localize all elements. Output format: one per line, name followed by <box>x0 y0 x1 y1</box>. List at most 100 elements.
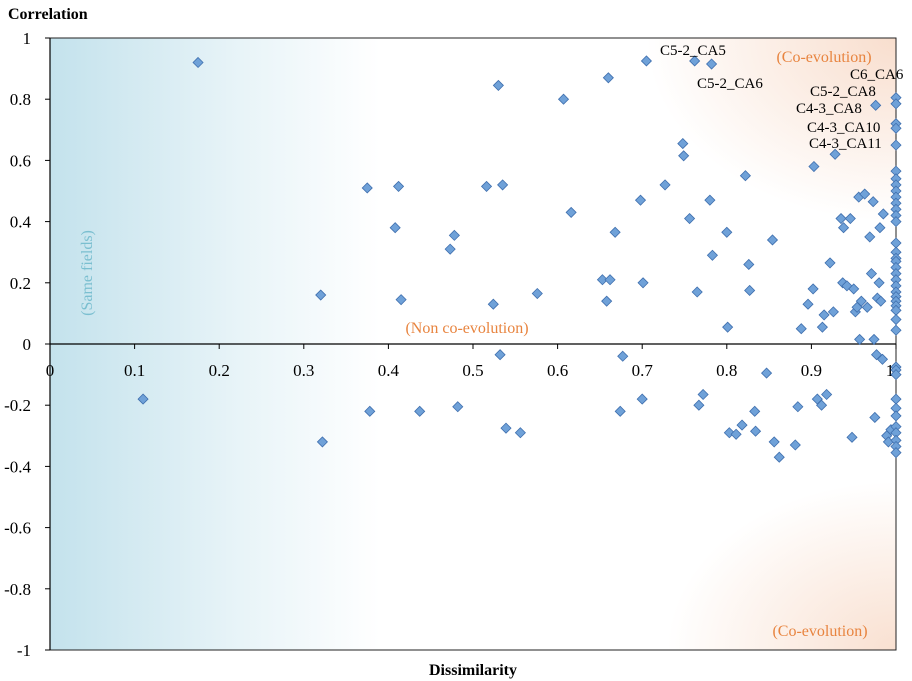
data-point <box>316 436 328 448</box>
x-tick-label: 0.9 <box>801 361 822 380</box>
data-point <box>816 321 828 333</box>
x-tick-label: 0.7 <box>632 361 654 380</box>
data-point <box>414 405 426 417</box>
data-point <box>659 179 671 191</box>
y-tick-label: -0.4 <box>4 457 31 476</box>
data-point <box>844 212 856 225</box>
data-point <box>773 451 785 463</box>
data-point <box>846 431 858 443</box>
data-point <box>869 411 881 424</box>
y-tick-label: 0.4 <box>10 213 32 232</box>
x-tick-label: 1 <box>886 361 895 380</box>
y-tick-label: 0 <box>23 335 32 354</box>
data-point <box>789 439 801 451</box>
data-point <box>557 93 570 105</box>
data-point <box>604 274 616 286</box>
data-point <box>890 313 902 326</box>
y-tick-labels: 1 0.8 0.6 0.4 0.2 0 -0.2 -0.4 -0.6 -0.8 -1 <box>4 29 50 660</box>
data-point <box>192 56 204 69</box>
annotation-c4-3-ca11: C4-3_CA11 <box>809 136 882 152</box>
data-point <box>795 323 807 335</box>
data-point <box>890 98 902 110</box>
data-point <box>500 422 512 434</box>
x-tick-label: 0.2 <box>209 361 230 380</box>
y-tick-label: 0.6 <box>10 151 31 170</box>
data-point <box>829 148 841 160</box>
data-point <box>835 212 847 225</box>
data-point <box>890 447 902 459</box>
data-point <box>706 58 718 70</box>
data-points <box>137 55 902 463</box>
data-point <box>452 401 464 413</box>
data-point <box>859 188 871 200</box>
data-point <box>689 55 701 67</box>
data-point <box>802 298 814 310</box>
data-point <box>693 399 705 411</box>
data-point <box>487 298 499 310</box>
data-point <box>890 410 902 422</box>
co-evolution-bottom-label: (Co-evolution) <box>772 623 867 640</box>
x-tick-label: 0.8 <box>716 361 737 380</box>
x-tick-label: 0 <box>46 361 55 380</box>
data-point <box>855 295 867 307</box>
data-point <box>444 243 456 255</box>
data-point <box>749 425 762 437</box>
data-point <box>722 321 734 333</box>
data-point <box>640 55 652 67</box>
data-point <box>864 231 876 243</box>
data-point <box>768 436 780 448</box>
data-point <box>873 277 885 289</box>
data-point <box>395 294 407 306</box>
data-point <box>480 180 493 192</box>
data-point <box>448 229 460 241</box>
data-point <box>818 309 830 321</box>
data-point <box>875 295 887 307</box>
data-point <box>792 401 804 413</box>
data-point <box>565 206 577 218</box>
data-point <box>874 222 886 234</box>
data-point <box>890 369 902 381</box>
x-tick-label: 0.4 <box>378 361 400 380</box>
data-point <box>808 160 820 173</box>
data-point <box>848 283 860 295</box>
data-point <box>760 367 773 379</box>
data-point <box>865 268 878 280</box>
data-point <box>492 79 504 91</box>
x-tick-label: 0.3 <box>293 361 314 380</box>
data-point <box>807 283 819 295</box>
data-point <box>877 208 889 220</box>
data-point <box>870 99 882 111</box>
data-point <box>602 72 614 84</box>
data-point <box>514 427 526 439</box>
data-point <box>766 234 779 246</box>
same-fields-label: (Same fields) <box>79 230 96 316</box>
data-point <box>389 222 401 234</box>
co-evolution-top-label: (Co-evolution) <box>776 49 871 66</box>
annotation-c4-3-ca10: C4-3_CA10 <box>807 120 880 136</box>
data-point <box>749 405 761 417</box>
x-axis-title: Dissimilarity <box>429 662 517 679</box>
data-point <box>704 194 716 206</box>
data-point <box>392 180 405 192</box>
data-point <box>614 405 626 417</box>
x-tick-label: 0.1 <box>124 361 145 380</box>
y-tick-label: -0.2 <box>4 396 31 415</box>
co-evolution-top-shading <box>480 38 896 344</box>
data-point <box>678 150 690 162</box>
data-point <box>739 170 751 182</box>
y-tick-label: 0.8 <box>10 90 31 109</box>
data-point <box>876 353 889 365</box>
y-tick-label: -1 <box>17 641 31 660</box>
x-tick-label: 0.5 <box>462 361 483 380</box>
data-point <box>697 388 709 401</box>
data-point <box>744 284 756 297</box>
data-point <box>617 350 629 362</box>
data-point <box>821 388 833 401</box>
data-point <box>815 399 828 411</box>
data-point <box>736 419 748 431</box>
y-tick-label: 1 <box>23 29 32 48</box>
data-point <box>609 226 621 238</box>
data-point <box>861 301 873 313</box>
annotation-c5-2-ca5: C5-2_CA5 <box>660 43 726 59</box>
